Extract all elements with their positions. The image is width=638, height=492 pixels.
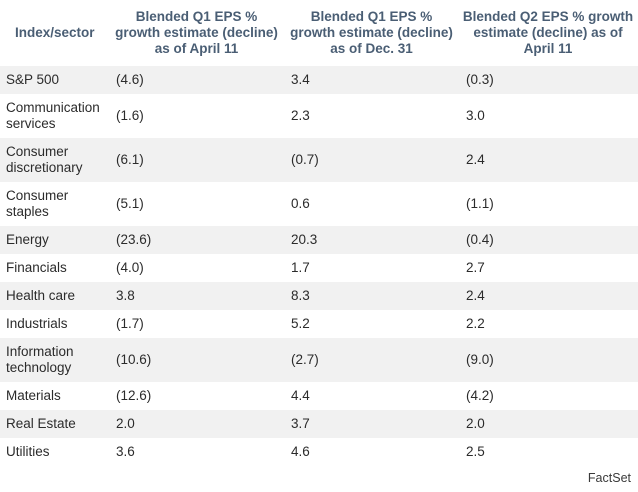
q1-dec31-value: (0.7) xyxy=(291,152,319,167)
q1-dec31-value: 4.4 xyxy=(291,388,310,403)
sector-label: Industrials xyxy=(6,316,68,331)
table-row: Communication services (1.6) 2.3 3.0 xyxy=(0,94,638,138)
q1-dec31-value: 0.6 xyxy=(291,196,310,211)
table-row: Financials (4.0) 1.7 2.7 xyxy=(0,254,638,282)
q2-apr11-value: 2.2 xyxy=(466,316,485,331)
table-row: Materials (12.6) 4.4 (4.2) xyxy=(0,382,638,410)
q1-dec31-value: 8.3 xyxy=(291,288,310,303)
source-credit: FactSet xyxy=(587,471,631,485)
q1-dec31-value: 20.3 xyxy=(291,232,318,247)
q2-apr11-value: (0.3) xyxy=(466,72,494,87)
q1-apr11-value: (6.1) xyxy=(116,152,144,167)
sector-label: Health care xyxy=(6,288,76,303)
q1-apr11-value: (12.6) xyxy=(116,388,152,403)
q1-apr11-value: (1.6) xyxy=(116,108,144,123)
q2-apr11-value: 2.4 xyxy=(466,288,485,303)
q2-apr11-value: (0.4) xyxy=(466,232,494,247)
q1-dec31-value: (2.7) xyxy=(291,352,319,367)
table-body: S&P 500 (4.6) 3.4 (0.3) Communication se… xyxy=(0,66,638,466)
q1-apr11-value: (4.6) xyxy=(116,72,144,87)
q1-apr11-value: (10.6) xyxy=(116,352,152,367)
q1-apr11-value: (5.1) xyxy=(116,196,144,211)
q2-apr11-value: 2.5 xyxy=(466,444,485,459)
q2-apr11-value: (4.2) xyxy=(466,388,494,403)
q1-dec31-value: 3.4 xyxy=(291,72,310,87)
q1-dec31-value: 3.7 xyxy=(291,416,310,431)
sector-label: Consumer discretionary xyxy=(6,144,83,175)
table-row: Health care 3.8 8.3 2.4 xyxy=(0,282,638,310)
table-row: Consumer staples (5.1) 0.6 (1.1) xyxy=(0,182,638,226)
eps-growth-table: Index/sector Blended Q1 EPS % growth est… xyxy=(0,0,638,466)
sector-label: Information technology xyxy=(6,344,74,375)
header-q1-dec31: Blended Q1 EPS % growth estimate (declin… xyxy=(290,9,453,56)
sector-label: Communication services xyxy=(6,100,100,131)
q1-dec31-value: 5.2 xyxy=(291,316,310,331)
q1-dec31-value: 2.3 xyxy=(291,108,310,123)
q1-dec31-value: 1.7 xyxy=(291,260,310,275)
sector-label: Consumer staples xyxy=(6,188,69,219)
q1-apr11-value: 3.6 xyxy=(116,444,135,459)
q2-apr11-value: 2.7 xyxy=(466,260,485,275)
q2-apr11-value: 3.0 xyxy=(466,108,485,123)
sector-label: Materials xyxy=(6,388,61,403)
q2-apr11-value: 2.0 xyxy=(466,416,485,431)
table-header: Index/sector Blended Q1 EPS % growth est… xyxy=(0,0,638,66)
q1-apr11-value: 2.0 xyxy=(116,416,135,431)
q1-dec31-value: 4.6 xyxy=(291,444,310,459)
q1-apr11-value: (23.6) xyxy=(116,232,152,247)
sector-label: Real Estate xyxy=(6,416,76,431)
table-row: Consumer discretionary (6.1) (0.7) 2.4 xyxy=(0,138,638,182)
q2-apr11-value: (1.1) xyxy=(466,196,494,211)
q2-apr11-value: (9.0) xyxy=(466,352,494,367)
sector-label: Utilities xyxy=(6,444,50,459)
header-q1-apr11: Blended Q1 EPS % growth estimate (declin… xyxy=(115,9,278,56)
q1-apr11-value: (1.7) xyxy=(116,316,144,331)
sector-label: Energy xyxy=(6,232,49,247)
table-row: Energy (23.6) 20.3 (0.4) xyxy=(0,226,638,254)
q2-apr11-value: 2.4 xyxy=(466,152,485,167)
table-row: Utilities 3.6 4.6 2.5 xyxy=(0,438,638,466)
header-q2-apr11: Blended Q2 EPS % growth estimate (declin… xyxy=(462,9,634,56)
sector-label: Financials xyxy=(6,260,67,275)
table-row: Real Estate 2.0 3.7 2.0 xyxy=(0,410,638,438)
header-index-sector: Index/sector xyxy=(15,25,95,40)
table-row: Information technology (10.6) (2.7) (9.0… xyxy=(0,338,638,382)
q1-apr11-value: (4.0) xyxy=(116,260,144,275)
q1-apr11-value: 3.8 xyxy=(116,288,135,303)
sector-label: S&P 500 xyxy=(6,72,60,87)
table-row: S&P 500 (4.6) 3.4 (0.3) xyxy=(0,66,638,94)
table-row: Industrials (1.7) 5.2 2.2 xyxy=(0,310,638,338)
header-row: Index/sector Blended Q1 EPS % growth est… xyxy=(0,0,638,66)
